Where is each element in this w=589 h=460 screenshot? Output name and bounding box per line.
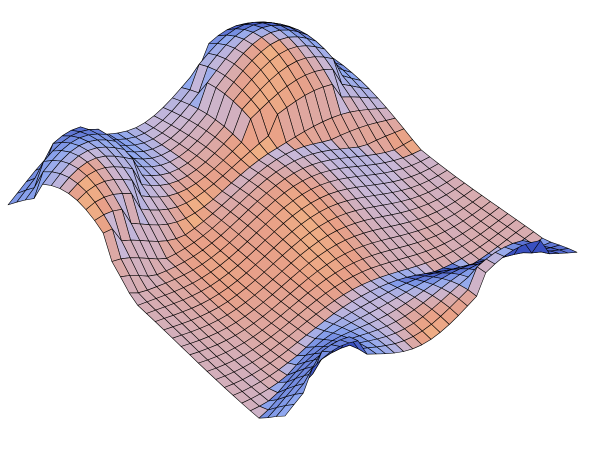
surface-facet bbox=[275, 404, 295, 417]
